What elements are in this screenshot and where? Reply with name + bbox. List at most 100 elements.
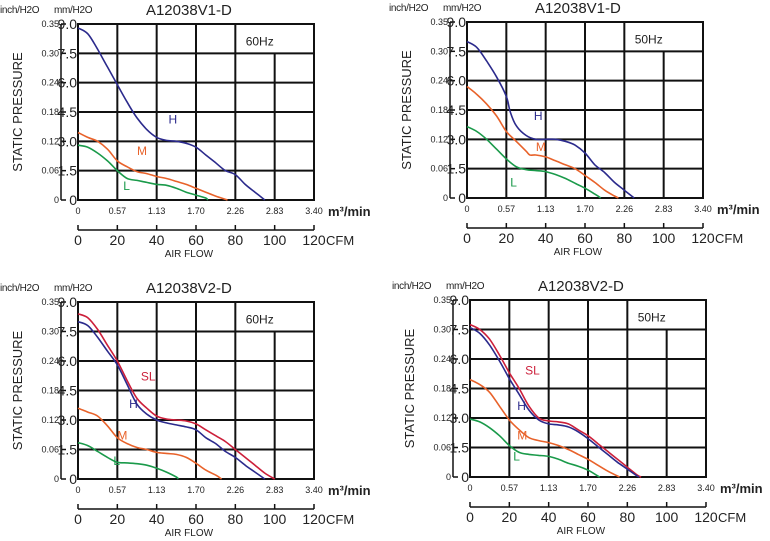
y-tick-label-mm: 1.5 — [58, 163, 78, 179]
plot-frame — [77, 301, 315, 480]
x-tick-label-m3: 1.70 — [579, 483, 597, 493]
y-tick-label-mm: 9.0 — [450, 292, 470, 308]
x-unit-m3-label: m³/min — [328, 204, 371, 219]
y-tick-label-mm: 3.0 — [58, 412, 78, 428]
x-tick-label-m3: 0 — [467, 483, 472, 493]
series-line-sl — [77, 313, 276, 480]
y-tick-label-inch: 0.35 — [41, 19, 59, 29]
x-unit-cfm-label: CFM — [326, 233, 354, 248]
frequency-label: 50Hz — [635, 33, 663, 47]
y-tick-label-inch: 0.06 — [41, 166, 59, 176]
x-tick-label-cfm: 100 — [263, 511, 287, 527]
x-tick-label-cfm: 120 — [691, 230, 715, 246]
x-tick-label-cfm: 40 — [538, 230, 554, 246]
series-line-h — [77, 27, 266, 201]
x-tick-label-cfm: 20 — [110, 511, 126, 527]
y-tick-label-mm: 6.0 — [58, 75, 78, 91]
x-tick-label-m3: 2.26 — [227, 206, 245, 216]
chart-title: A12038V1-D — [146, 2, 232, 19]
series-line-l — [466, 125, 602, 199]
series-line-h — [469, 326, 640, 478]
x-axis-title: AIR FLOW — [165, 249, 214, 260]
y-tick-label-inch: 0.06 — [41, 445, 59, 455]
y-tick-label-mm: 7.5 — [447, 43, 467, 59]
y-tick-label-mm: 1.5 — [58, 442, 78, 458]
y-tick-label-mm: 7.5 — [58, 45, 78, 61]
y-axis-title: STATIC PRESSURE — [399, 50, 414, 170]
x-tick-label-m3: 2.26 — [619, 483, 637, 493]
x-tick-label-cfm: 120 — [694, 509, 718, 525]
x-tick-label-m3: 1.70 — [187, 206, 205, 216]
y-tick-label-inch: 0 — [443, 193, 448, 203]
series-line-h — [466, 40, 635, 199]
y-tick-label-mm: 9.0 — [58, 294, 78, 310]
x-tick-label-cfm: 60 — [188, 511, 204, 527]
x-tick-label-cfm: 0 — [74, 511, 82, 527]
y-tick-label-mm: 9.0 — [58, 16, 78, 32]
x-axis-title: AIR FLOW — [554, 247, 603, 258]
x-tick-label-m3: 1.13 — [148, 206, 166, 216]
y-tick-label-inch: 0.30 — [430, 46, 448, 56]
y-axis-title: STATIC PRESSURE — [402, 328, 417, 448]
x-tick-label-cfm: 0 — [466, 509, 474, 525]
series-line-m — [466, 85, 619, 199]
y-tick-label-mm: 7.5 — [450, 322, 470, 338]
plot-frame — [469, 299, 707, 478]
x-unit-cfm-label: CFM — [715, 231, 743, 246]
y-tick-label-inch: 0.24 — [433, 354, 451, 364]
y-tick-label-inch: 0.18 — [430, 105, 448, 115]
y-tick-label-inch: 0.06 — [433, 443, 451, 453]
x-tick-label-cfm: 80 — [228, 511, 244, 527]
series-line-m — [77, 407, 223, 480]
series-line-m — [77, 131, 228, 201]
x-tick-label-cfm: 20 — [499, 230, 515, 246]
x-tick-label-m3: 2.83 — [266, 485, 284, 495]
y-tick-label-inch: 0.24 — [430, 76, 448, 86]
y-tick-label-inch: 0.35 — [430, 17, 448, 27]
x-tick-label-m3: 1.13 — [540, 483, 558, 493]
y-tick-label-mm: 6.0 — [450, 351, 470, 367]
x-tick-label-cfm: 80 — [620, 509, 636, 525]
y-tick-label-inch: 0.24 — [41, 78, 59, 88]
x-tick-label-cfm: 100 — [655, 509, 679, 525]
x-tick-label-cfm: 60 — [580, 509, 596, 525]
x-tick-label-m3: 1.13 — [537, 204, 555, 214]
x-tick-label-cfm: 0 — [463, 230, 471, 246]
series-label-m: M — [536, 140, 546, 154]
y-tick-label-mm: 3.0 — [447, 131, 467, 147]
x-tick-label-cfm: 40 — [541, 509, 557, 525]
frequency-label: 60Hz — [246, 35, 274, 49]
x-tick-label-m3: 0.57 — [109, 206, 127, 216]
y-unit-inch-label: inch/H2O — [0, 283, 40, 294]
series-label-h: H — [129, 397, 138, 411]
frequency-label: 50Hz — [638, 311, 666, 325]
x-tick-label-cfm: 80 — [228, 232, 244, 248]
frequency-label: 60Hz — [246, 313, 274, 327]
series-label-m: M — [117, 429, 127, 443]
y-tick-label-inch: 0.30 — [41, 48, 59, 58]
y-tick-label-mm: 6.0 — [447, 73, 467, 89]
series-label-l: L — [510, 175, 517, 189]
series-label-h: H — [168, 113, 177, 127]
y-axis-title: STATIC PRESSURE — [10, 52, 25, 172]
series-label-m: M — [517, 429, 527, 443]
x-tick-label-cfm: 100 — [263, 232, 287, 248]
x-axis-title: AIR FLOW — [557, 526, 606, 537]
y-tick-label-mm: 0 — [69, 192, 77, 208]
y-tick-label-mm: 1.5 — [450, 440, 470, 456]
x-tick-label-cfm: 120 — [302, 511, 326, 527]
y-unit-mm-label: mm/H2O — [443, 3, 482, 14]
y-tick-label-inch: 0.18 — [433, 384, 451, 394]
y-tick-label-mm: 4.5 — [447, 102, 467, 118]
x-tick-label-cfm: 0 — [74, 232, 82, 248]
x-tick-label-m3: 1.70 — [576, 204, 594, 214]
y-tick-label-inch: 0 — [54, 474, 59, 484]
x-tick-label-cfm: 40 — [149, 232, 165, 248]
plot-frame — [466, 21, 704, 199]
series-line-l — [469, 418, 601, 478]
x-tick-label-m3: 0.57 — [498, 204, 516, 214]
series-line-m — [469, 378, 620, 478]
